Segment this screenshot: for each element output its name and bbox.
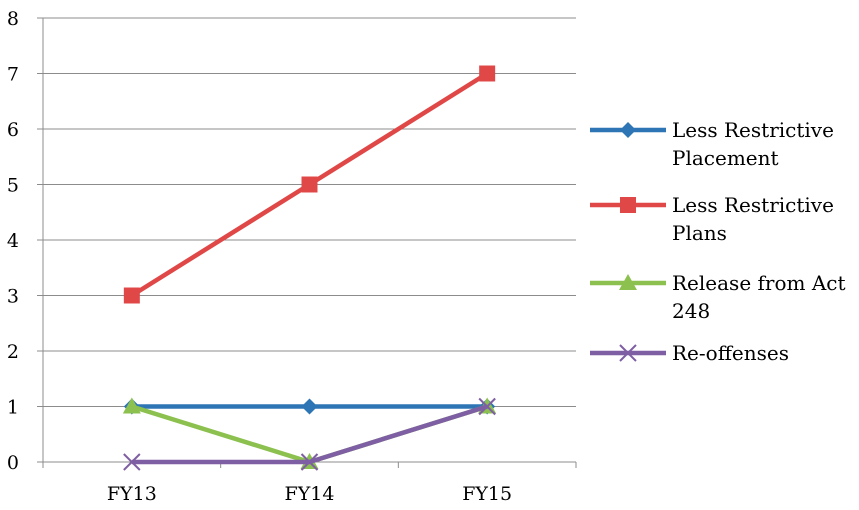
y-tick-label: 1 [7,397,19,419]
legend-swatch-marker [620,197,636,213]
data-point [478,397,496,416]
gridlines [43,17,576,463]
legend-label: Release from Act 248 [672,271,846,323]
legend-swatch-marker [619,344,637,362]
legend: Less Restrictive Placement Less Restrictiv… [590,118,846,365]
series-2 [123,65,496,304]
y-axis-ticks: 0 1 2 3 4 5 6 7 8 [7,8,19,474]
legend-item: Less Restrictive Placement [590,118,834,170]
legend-swatch-marker [620,122,636,138]
data-point [479,65,496,82]
x-tick-label: FY15 [462,483,512,505]
legend-label: Less Restrictive Plans [672,193,834,245]
y-tick-label: 8 [7,8,19,30]
y-tick-label: 7 [7,64,19,86]
data-point [300,453,319,471]
legend-item: Re-offenses [590,341,789,365]
y-tick-label: 3 [7,286,19,308]
series-4 [123,397,496,471]
data-point [123,453,141,471]
legend-label: Re-offenses [672,341,789,365]
data-point [122,397,141,414]
y-tick-label: 4 [7,230,19,252]
axes [37,17,577,468]
data-point [301,398,318,415]
x-axis-ticks: FY13 FY14 FY15 [107,483,512,505]
y-tick-label: 5 [7,175,19,197]
y-tick-label: 6 [7,119,19,141]
x-tick-label: FY13 [107,483,157,505]
data-point [301,176,318,193]
x-tick-label: FY14 [285,483,335,505]
y-tick-label: 0 [7,452,19,474]
legend-item: Less Restrictive Plans [590,193,834,245]
legend-item: Release from Act 248 [590,271,846,323]
series-1 [123,398,496,415]
series-group [122,65,497,471]
legend-swatch-marker [619,274,637,290]
data-point [123,287,140,304]
y-tick-label: 2 [7,341,19,363]
legend-label: Less Restrictive Placement [672,118,834,170]
